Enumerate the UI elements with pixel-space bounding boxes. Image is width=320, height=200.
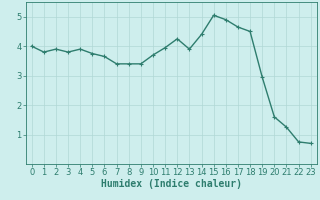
X-axis label: Humidex (Indice chaleur): Humidex (Indice chaleur) [101,179,242,189]
